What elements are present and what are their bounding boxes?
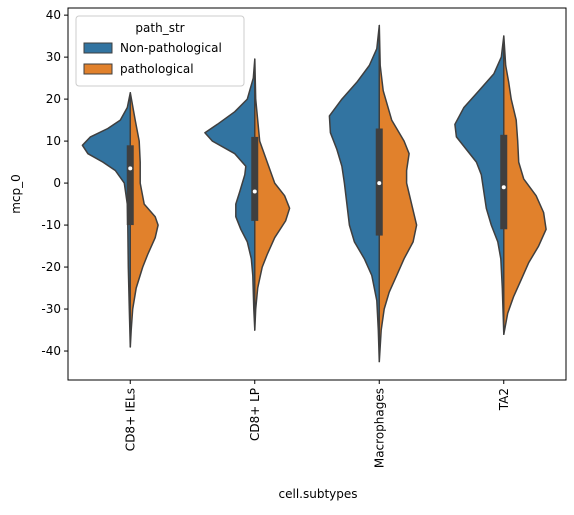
legend-swatch [83, 42, 113, 54]
median [252, 189, 257, 194]
y-tick-label: -10 [41, 218, 61, 232]
legend-swatch [83, 63, 113, 75]
y-tick-label: 10 [46, 134, 61, 148]
y-tick-label: -30 [41, 302, 61, 316]
y-tick-label: 30 [46, 50, 61, 64]
box [500, 134, 508, 230]
violin-half [254, 58, 291, 331]
y-tick-label: -20 [41, 260, 61, 274]
median [128, 166, 133, 171]
y-tick-label: 40 [46, 8, 61, 22]
violin-half [378, 24, 418, 363]
legend-label: Non-pathological [120, 41, 222, 55]
violin-half [328, 24, 381, 363]
median [501, 185, 506, 190]
y-axis-label: mcp_0 [9, 174, 23, 214]
y-tick-label: 20 [46, 92, 61, 106]
violin-half [81, 92, 132, 348]
x-tick-label: CD8+ IELs [123, 388, 137, 451]
legend-box [75, 15, 245, 87]
box [126, 145, 134, 226]
violins [81, 24, 547, 363]
median [377, 181, 382, 186]
x-tick-label: Macrophages [372, 388, 386, 468]
violin-half [204, 58, 256, 331]
y-tick-label: -40 [41, 344, 61, 358]
legend-label: pathological [120, 62, 194, 76]
violin-half [129, 92, 159, 348]
plot-frame [67, 7, 567, 381]
x-tick-label: CD8+ LP [248, 388, 262, 441]
x-tick-label: TA2 [497, 388, 511, 411]
legend-title: path_str [135, 21, 184, 35]
y-tick-label: 0 [53, 176, 61, 190]
box [251, 136, 259, 221]
violin-half [503, 35, 547, 335]
x-axis-label: cell.subtypes [279, 487, 358, 501]
violin-half [454, 35, 505, 335]
